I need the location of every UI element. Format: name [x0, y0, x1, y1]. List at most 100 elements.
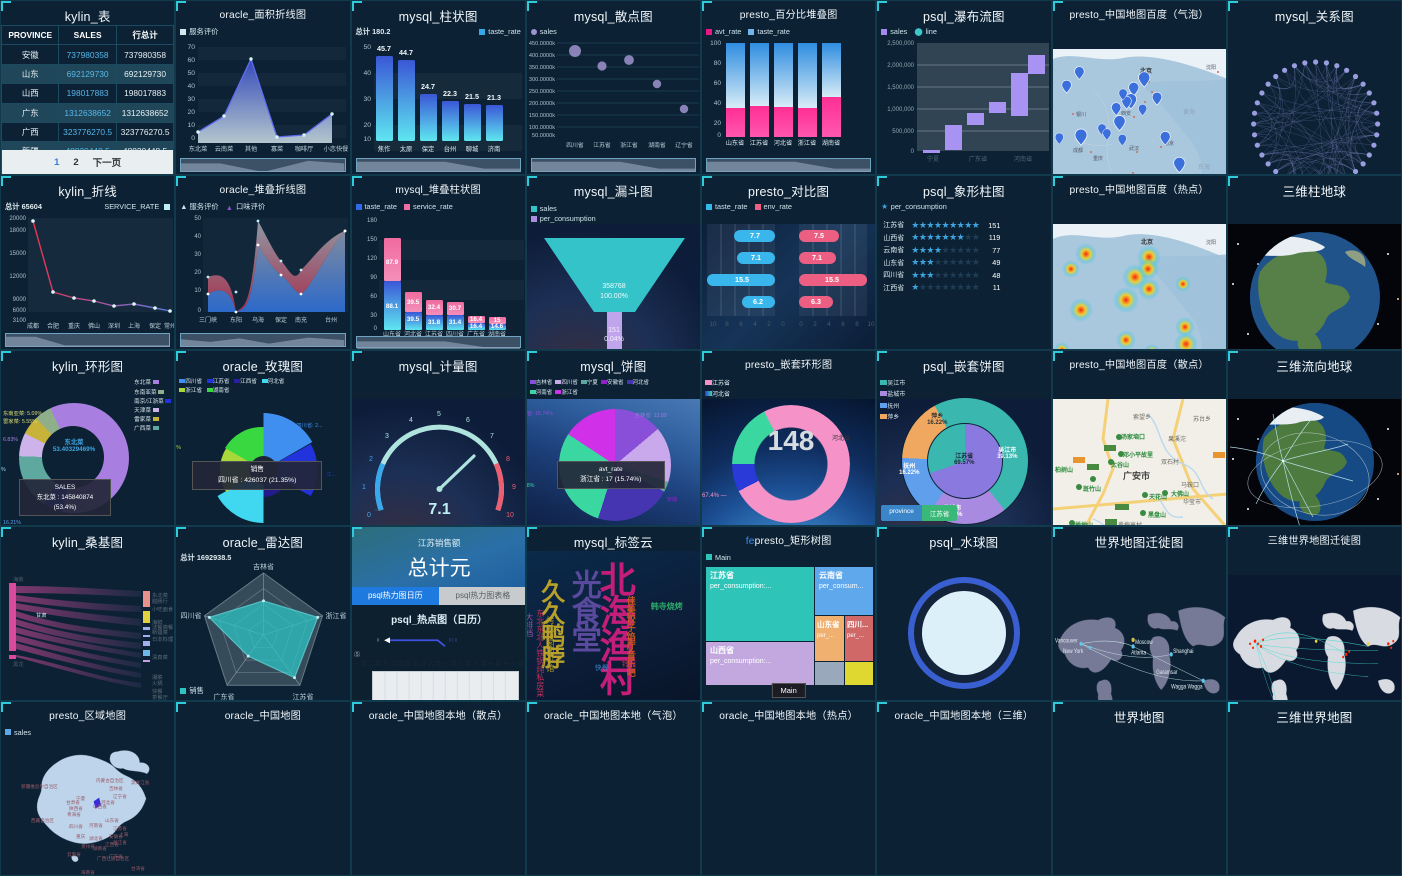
svg-text:30.7: 30.7	[448, 305, 461, 312]
svg-text:7.1: 7.1	[751, 253, 761, 262]
svg-text:30: 30	[195, 252, 202, 258]
svg-text:100.00%: 100.00%	[600, 293, 628, 300]
svg-text:30: 30	[188, 96, 196, 103]
svg-text:东海: 东海	[1198, 163, 1210, 171]
svg-text:1,000,000: 1,000,000	[888, 107, 915, 113]
svg-text:2: 2	[369, 456, 373, 463]
svg-text:南充: 南充	[295, 316, 307, 324]
svg-text:Moscow: Moscow	[1135, 639, 1153, 646]
svg-text:7: 7	[490, 433, 494, 440]
svg-text:6: 6	[739, 321, 743, 328]
svg-text:重庆: 重庆	[1093, 155, 1103, 162]
svg-text:60: 60	[714, 80, 722, 87]
svg-text:21.3: 21.3	[487, 93, 501, 102]
svg-text:15: 15	[493, 317, 501, 324]
svg-text:常州: 常州	[164, 322, 175, 330]
svg-text:7.7: 7.7	[750, 231, 760, 240]
svg-text:30: 30	[363, 96, 371, 103]
svg-text:0: 0	[191, 135, 195, 142]
svg-text:索望乡: 索望乡	[1133, 413, 1151, 421]
svg-text:18000: 18000	[9, 228, 26, 234]
svg-text:江苏省: 江苏省	[750, 139, 769, 147]
svg-text:21.5: 21.5	[465, 92, 479, 101]
svg-text:500,000: 500,000	[893, 129, 915, 135]
svg-text:小吃面食: 小吃面食	[152, 605, 174, 613]
svg-text:30: 30	[370, 313, 377, 319]
svg-text:6: 6	[841, 321, 845, 328]
svg-text:华莹市: 华莹市	[1183, 498, 1201, 506]
svg-text:新疆维吾尔自治区: 新疆维吾尔自治区	[21, 783, 58, 790]
svg-text:马鞍口: 马鞍口	[1181, 481, 1199, 489]
svg-text:台湾省: 台湾省	[131, 865, 145, 872]
svg-text:上海: 上海	[119, 831, 129, 838]
svg-text:4: 4	[409, 417, 413, 424]
svg-text:300.0000k: 300.0000k	[529, 77, 555, 83]
svg-text:97.8: 97.8	[448, 637, 457, 642]
svg-text:100: 100	[710, 40, 721, 47]
svg-text:0.04%: 0.04%	[604, 336, 624, 343]
svg-text:四川省: 四川省	[566, 141, 584, 149]
svg-text:6.3: 6.3	[811, 297, 821, 306]
svg-text:7.1: 7.1	[428, 501, 450, 518]
svg-text:焦作: 焦作	[377, 144, 390, 153]
svg-text:10: 10	[363, 136, 371, 143]
svg-text:重庆: 重庆	[68, 322, 80, 330]
svg-text:Atlanta: Atlanta	[1131, 649, 1147, 656]
svg-text:200.0000k: 200.0000k	[529, 101, 555, 107]
svg-text:60: 60	[370, 294, 377, 300]
svg-text:大佛山: 大佛山	[1171, 490, 1189, 498]
svg-text:江苏省: 江苏省	[113, 825, 127, 832]
svg-text:寡菜: 寡菜	[271, 145, 283, 153]
svg-text:沈阳: 沈阳	[1206, 239, 1216, 246]
svg-text:快餐: 快餐	[152, 687, 163, 695]
svg-text:保定: 保定	[421, 144, 434, 153]
svg-text:小恋快餐: 小恋快餐	[324, 145, 349, 153]
svg-text:四川省: 四川省	[69, 823, 83, 830]
svg-text:50: 50	[188, 70, 196, 77]
svg-text:180: 180	[366, 218, 377, 224]
svg-text:其他: 其他	[245, 145, 257, 153]
svg-text:24.7: 24.7	[421, 82, 435, 91]
svg-text:成都: 成都	[1073, 147, 1083, 154]
svg-text:100.0000k: 100.0000k	[529, 125, 555, 131]
svg-text:2,500,000: 2,500,000	[888, 41, 915, 47]
svg-text:重庆: 重庆	[76, 833, 86, 840]
svg-text:1: 1	[362, 484, 366, 491]
svg-text:7.1: 7.1	[812, 253, 822, 262]
svg-text:沈阳: 沈阳	[1206, 64, 1216, 71]
svg-text:汤家垴口: 汤家垴口	[1121, 433, 1145, 441]
svg-text:邓小平故里: 邓小平故里	[1123, 451, 1153, 459]
svg-text:39.5: 39.5	[406, 316, 419, 323]
svg-text:海南省: 海南省	[81, 869, 95, 876]
svg-text:保定: 保定	[275, 316, 287, 324]
svg-text:400.0000k: 400.0000k	[529, 53, 555, 59]
svg-text:7.5: 7.5	[814, 231, 824, 240]
svg-text:上海: 上海	[128, 322, 140, 330]
svg-text:40: 40	[195, 234, 202, 240]
svg-text:16.4: 16.4	[469, 323, 482, 330]
svg-text:银川: 银川	[1076, 111, 1086, 118]
svg-text:河南省: 河南省	[89, 822, 103, 829]
svg-text:柏树山: 柏树山	[1055, 466, 1073, 474]
svg-text:6: 6	[466, 417, 470, 424]
svg-text:44.7: 44.7	[399, 48, 413, 57]
svg-text:39.5: 39.5	[406, 299, 419, 306]
svg-text:20000: 20000	[9, 216, 26, 222]
svg-text:Wagga Wagga: Wagga Wagga	[1171, 684, 1203, 691]
svg-text:广东省: 广东省	[214, 692, 235, 701]
svg-text:甘肃省: 甘肃省	[66, 799, 80, 806]
svg-text:新疆菜: 新疆菜	[152, 628, 169, 636]
svg-text:湘菜: 湘菜	[152, 673, 163, 681]
svg-text:4: 4	[827, 321, 831, 328]
svg-text:保定: 保定	[149, 322, 161, 330]
svg-text:15000: 15000	[9, 251, 26, 257]
svg-text:358768: 358768	[602, 283, 625, 290]
svg-text:广东省: 广东省	[109, 853, 123, 860]
svg-text:60: 60	[188, 57, 196, 64]
svg-text:14.6: 14.6	[490, 323, 503, 330]
svg-text:黑盘山: 黑盘山	[1148, 511, 1166, 519]
svg-text:6.2: 6.2	[753, 297, 763, 306]
svg-text:0: 0	[781, 321, 785, 328]
svg-text:斑竹山: 斑竹山	[1083, 485, 1101, 493]
svg-text:浙江省: 浙江省	[326, 611, 347, 620]
